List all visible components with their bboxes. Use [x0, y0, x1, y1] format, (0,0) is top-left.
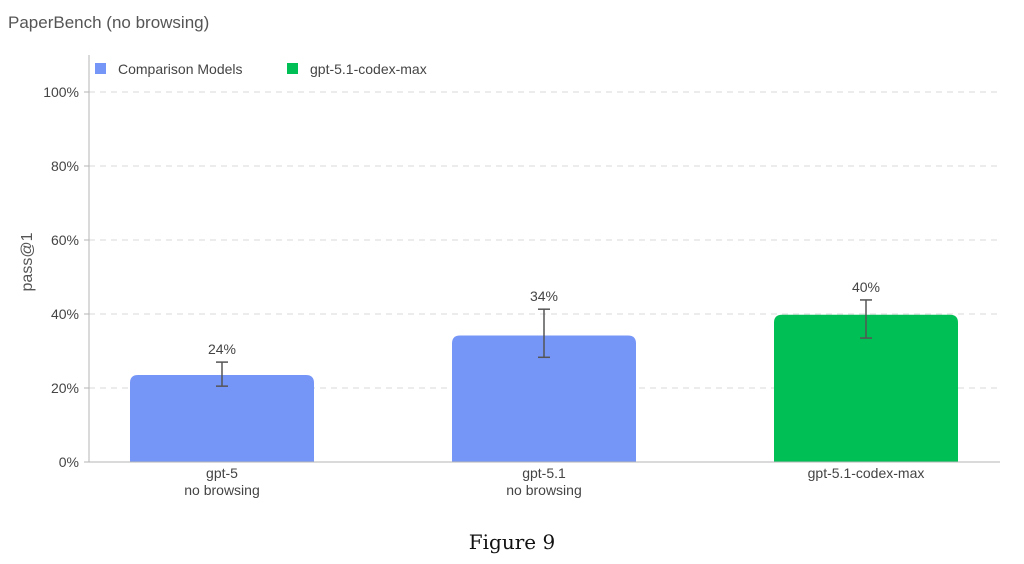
legend-swatch-comparison — [95, 63, 106, 74]
legend-label-codex-max: gpt-5.1-codex-max — [310, 61, 427, 77]
value-label: 24% — [208, 341, 236, 357]
x-tick-label: gpt-5 — [206, 465, 238, 481]
bar — [130, 375, 314, 462]
y-tick-labels: 0% 20% 40% 60% 80% 100% — [43, 84, 79, 470]
x-tick-label: gpt-5.1-codex-max — [808, 465, 925, 481]
value-label: 34% — [530, 288, 558, 304]
y-axis-label: pass@1 — [19, 232, 36, 291]
x-tick-label: gpt-5.1 — [522, 465, 566, 481]
y-tick-label: 60% — [51, 232, 79, 248]
value-label: 40% — [852, 279, 880, 295]
value-labels: 24% 34% 40% — [208, 279, 880, 357]
legend-swatch-codex-max — [287, 63, 298, 74]
y-tick-label: 100% — [43, 84, 79, 100]
y-tick-label: 80% — [51, 158, 79, 174]
bars — [130, 314, 958, 462]
y-tick-label: 40% — [51, 306, 79, 322]
figure-caption: Figure 9 — [468, 530, 556, 554]
legend: Comparison Models gpt-5.1-codex-max — [95, 61, 427, 77]
chart: PaperBench (no browsing) Comparison Mode… — [8, 13, 1000, 498]
x-tick-label-line2: no browsing — [184, 482, 260, 498]
bar — [774, 314, 958, 462]
y-tick-label: 0% — [59, 454, 79, 470]
bar — [452, 335, 636, 462]
x-tick-label-line2: no browsing — [506, 482, 582, 498]
error-bars — [216, 299, 872, 387]
chart-title: PaperBench (no browsing) — [8, 13, 209, 32]
y-tick-label: 20% — [51, 380, 79, 396]
legend-label-comparison: Comparison Models — [118, 61, 243, 77]
